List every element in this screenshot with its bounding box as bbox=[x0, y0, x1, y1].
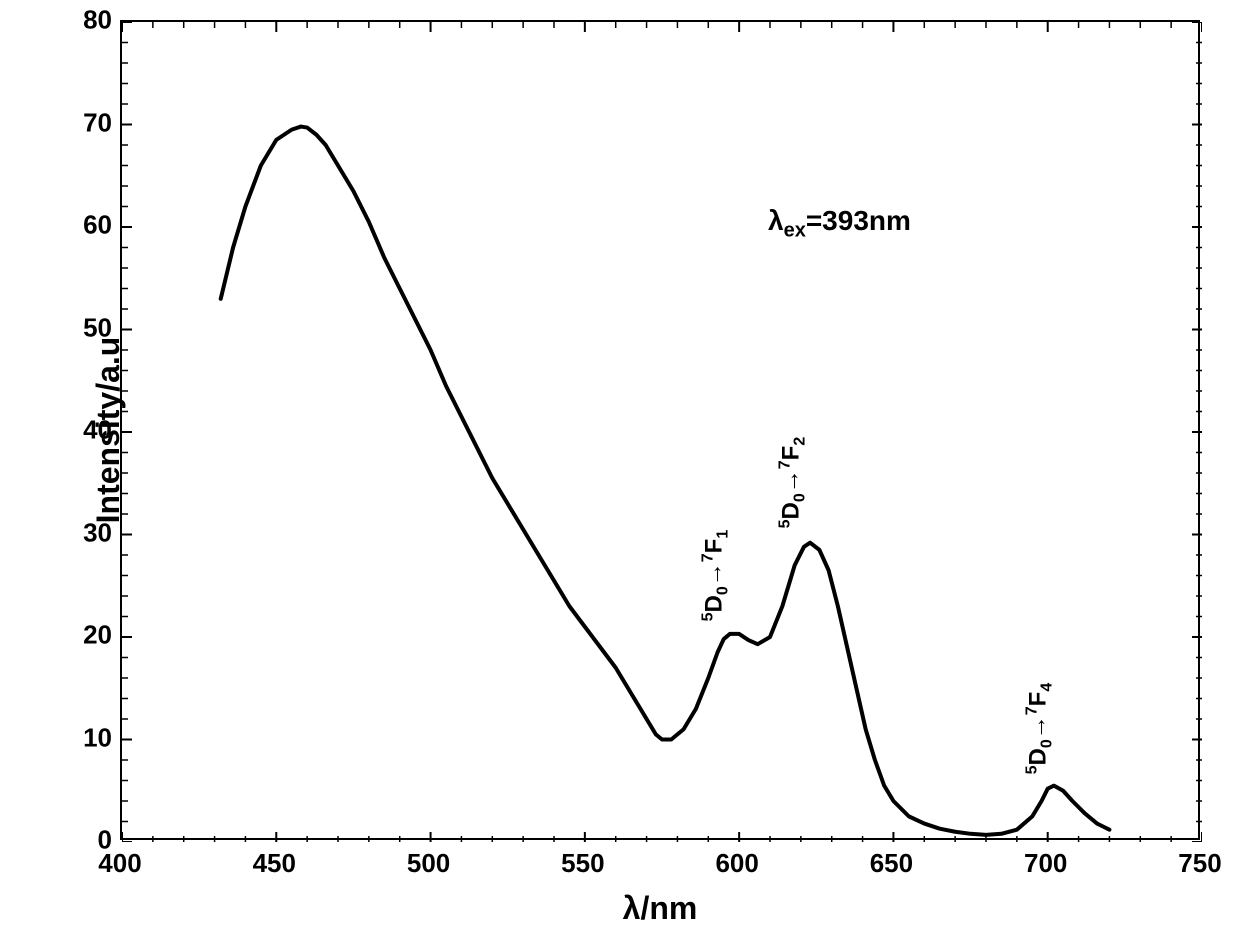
x-tick-label: 550 bbox=[561, 848, 604, 879]
y-tick-label: 80 bbox=[72, 5, 112, 36]
y-tick-label: 70 bbox=[72, 107, 112, 138]
y-tick-label: 40 bbox=[72, 415, 112, 446]
x-tick-label: 450 bbox=[253, 848, 296, 879]
x-tick-label: 750 bbox=[1178, 848, 1221, 879]
y-tick-label: 60 bbox=[72, 210, 112, 241]
x-tick-label: 650 bbox=[870, 848, 913, 879]
y-tick-label: 30 bbox=[72, 517, 112, 548]
x-tick-label: 700 bbox=[1024, 848, 1067, 879]
peak-transition-label: 5D0→7F4 bbox=[1023, 683, 1056, 775]
x-tick-label: 600 bbox=[715, 848, 758, 879]
y-tick-label: 10 bbox=[72, 722, 112, 753]
peak-transition-label: 5D0→7F2 bbox=[776, 437, 809, 529]
x-axis-label: λ/nm bbox=[623, 890, 698, 927]
peak-transition-label: 5D0→7F1 bbox=[699, 529, 732, 621]
y-tick-label: 50 bbox=[72, 312, 112, 343]
x-tick-label: 500 bbox=[407, 848, 450, 879]
y-tick-label: 20 bbox=[72, 620, 112, 651]
y-tick-label: 0 bbox=[72, 825, 112, 856]
excitation-annotation: λex=393nm bbox=[768, 205, 911, 243]
